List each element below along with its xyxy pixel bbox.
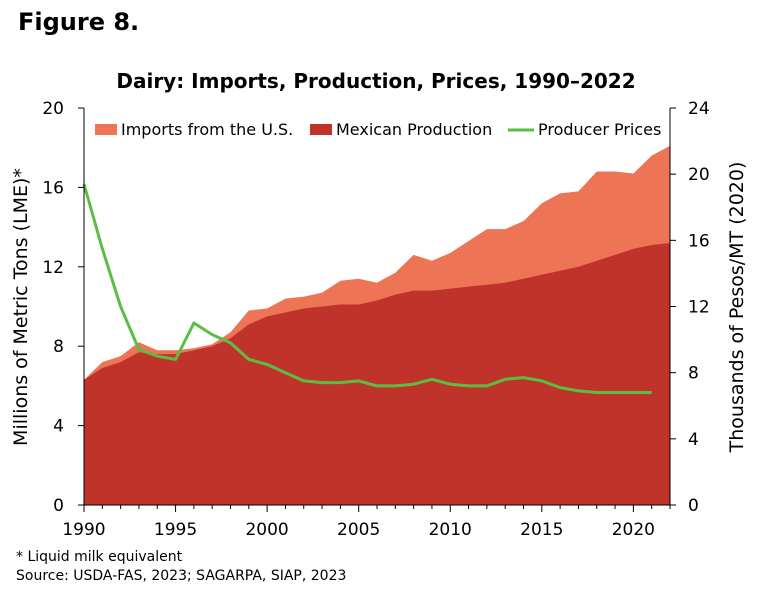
y-tick-label-left: 8 [53,337,64,357]
chart: Dairy: Imports, Production, Prices, 1990… [10,69,748,540]
legend-label: Producer Prices [538,120,661,139]
legend: Imports from the U.S. Mexican Production P… [95,120,661,139]
y-tick-label-left: 12 [42,258,64,278]
y-tick-label-left: 4 [53,417,64,437]
axes: 0 4 8 12 16 20 0 4 8 12 16 20 24 1990 1995 2000 2005 2010… [42,99,709,540]
source-note: Source: USDA-FAS, 2023; SAGARPA, SIAP, 2… [16,568,347,584]
y-tick-label-right: 24 [688,99,710,119]
x-tick-label: 2015 [520,520,563,540]
prices-line [82,183,652,394]
y-axis-title-right: Thousands of Pesos/MT (2020) [726,162,748,454]
y-tick-label-left: 20 [42,99,64,119]
figure-label: Figure 8. [18,8,140,36]
legend-swatch [95,124,117,135]
footnote: * Liquid milk equivalent [16,549,183,565]
plot-area [82,145,670,505]
x-tick-label: 1990 [62,520,105,540]
chart-title: Dairy: Imports, Production, Prices, 1990… [116,69,635,93]
y-tick-label-right: 12 [688,298,710,318]
x-tick-label: 1995 [154,520,197,540]
y-tick-label-right: 4 [688,430,699,450]
legend-label: Imports from the U.S. [121,120,293,139]
y-tick-label-right: 8 [688,364,699,384]
y-tick-label-left: 16 [42,178,64,198]
y-tick-label-right: 20 [688,165,710,185]
production-area [84,243,670,505]
x-tick-label: 2020 [612,520,655,540]
x-tick-label: 2010 [429,520,472,540]
legend-label: Mexican Production [336,120,492,139]
legend-swatch [310,124,332,135]
x-tick-label: 2000 [245,520,288,540]
y-tick-label-right: 16 [688,231,710,251]
y-axis-title-left: Millions of Metric Tons (LME)* [10,168,32,446]
x-tick-label: 2005 [337,520,380,540]
y-tick-label-right: 0 [688,496,699,516]
y-tick-label-left: 0 [53,496,64,516]
